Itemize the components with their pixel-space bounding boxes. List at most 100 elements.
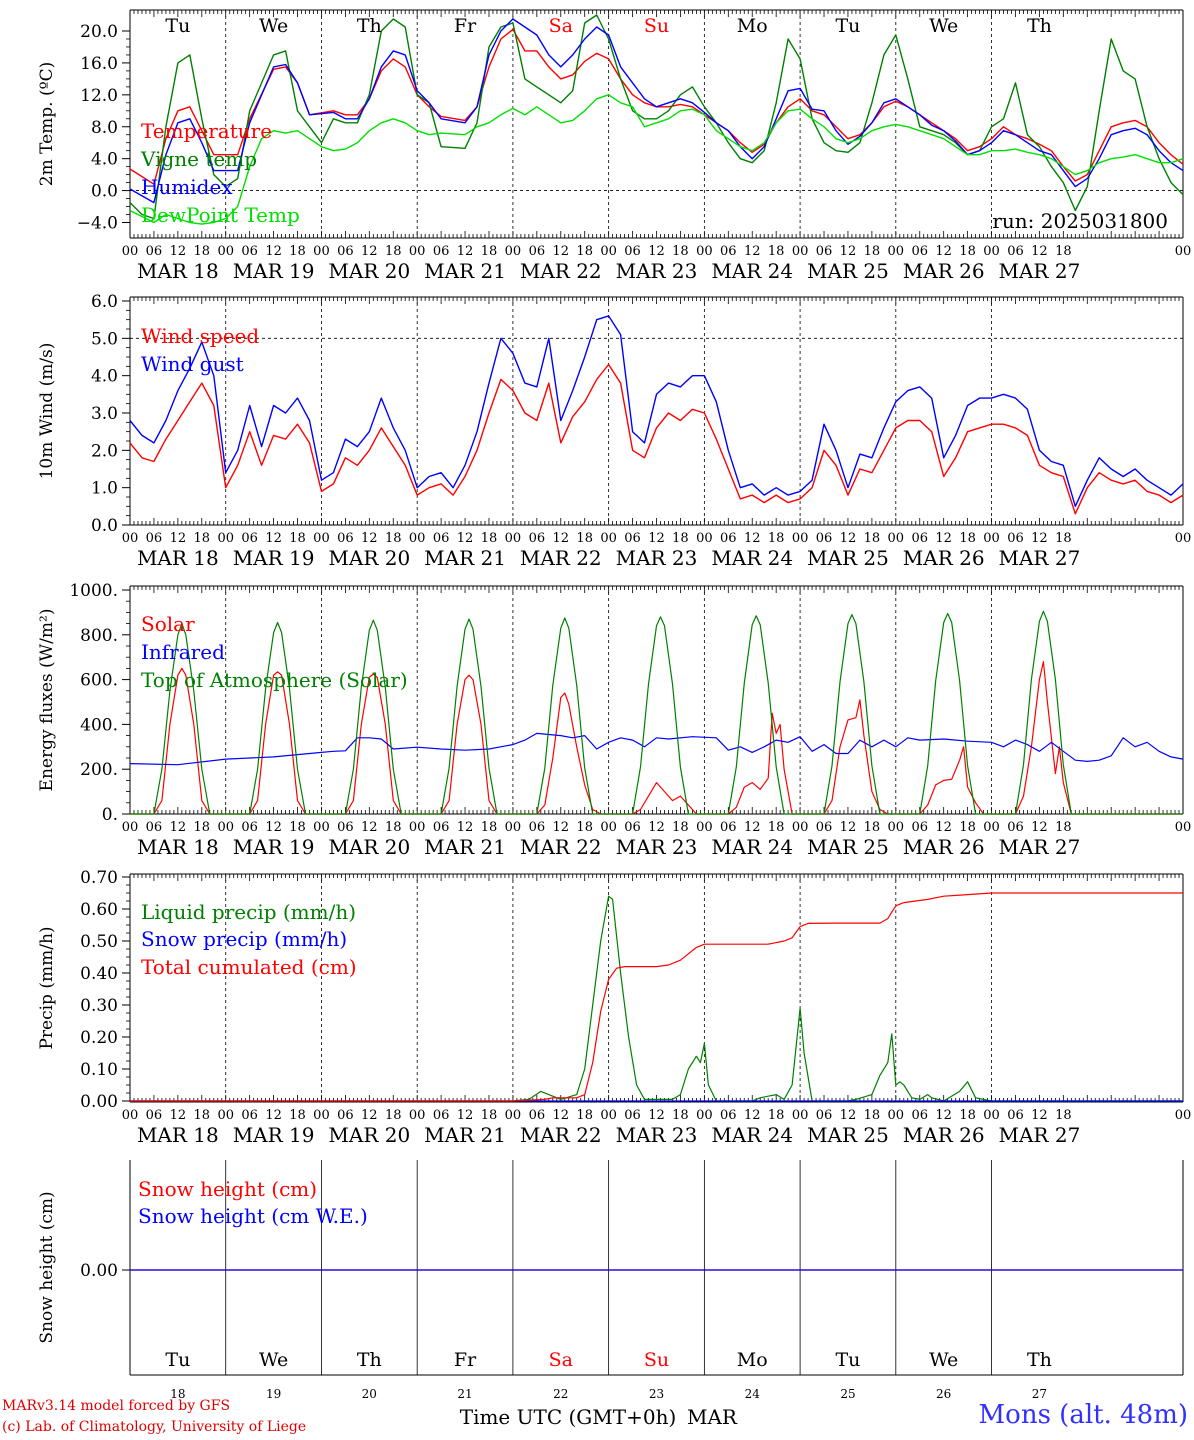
series-liquid-precip-mm-h- — [130, 895, 1183, 1102]
y-axis-label: 10m Wind (m/s) — [37, 343, 57, 480]
hour-label: 06 — [1007, 1108, 1024, 1123]
series-top-of-atmosphere-solar- — [130, 610, 1183, 815]
hour-label: 18 — [864, 531, 881, 546]
hour-label: 12 — [744, 531, 761, 546]
hour-label: 06 — [720, 820, 737, 835]
day-label: MAR 21 — [424, 835, 506, 859]
hour-label: 12 — [457, 820, 474, 835]
legend-entry: Total cumulated (cm) — [141, 955, 357, 979]
y-tick-label: 0.0 — [91, 182, 118, 202]
day-label: MAR 23 — [616, 259, 698, 283]
day-label: MAR 19 — [233, 1123, 315, 1147]
hour-label: 06 — [337, 820, 354, 835]
day-label: MAR 22 — [520, 835, 602, 859]
hour-label: 12 — [552, 1108, 569, 1123]
day-label: MAR 25 — [807, 1123, 889, 1147]
day-label: MAR 18 — [137, 259, 219, 283]
hour-label: 00 — [888, 531, 905, 546]
hour-label: 12 — [744, 244, 761, 259]
panel-3 — [122, 585, 1184, 815]
hour-label: 00 — [122, 820, 139, 835]
legend-entry: Temperature — [141, 119, 272, 143]
hour-label: 06 — [529, 820, 546, 835]
hour-label: 12 — [552, 531, 569, 546]
legend-entry: Infrared — [141, 640, 225, 664]
weekday-label: Su — [644, 15, 669, 37]
hour-label: 00 — [505, 820, 522, 835]
day-label: MAR 19 — [233, 546, 315, 570]
panel-5 — [122, 1160, 1184, 1376]
hour-label: 00 — [217, 531, 234, 546]
hour-label: 12 — [935, 244, 952, 259]
day-number: 21 — [457, 1387, 472, 1401]
hour-label: 00 — [600, 1108, 617, 1123]
day-label: MAR 23 — [616, 835, 698, 859]
hour-label: 18 — [672, 1108, 689, 1123]
hour-label: 06 — [146, 244, 163, 259]
day-label: MAR 21 — [424, 259, 506, 283]
y-tick-label: −4.0 — [77, 214, 118, 234]
hour-label: 18 — [864, 820, 881, 835]
day-label: MAR 24 — [711, 546, 793, 570]
day-label: MAR 25 — [807, 259, 889, 283]
y-tick-label: 4.0 — [91, 367, 118, 387]
hour-label: 12 — [744, 820, 761, 835]
hour-label: 18 — [576, 244, 593, 259]
day-number: 20 — [362, 1387, 377, 1401]
hour-label: 00 — [505, 531, 522, 546]
day-label: MAR 20 — [328, 835, 410, 859]
weekday-label: Fr — [454, 1349, 477, 1371]
day-label: MAR 18 — [137, 546, 219, 570]
weekday-label: Th — [1027, 1349, 1052, 1371]
hour-label: 06 — [529, 244, 546, 259]
hour-label: 18 — [194, 531, 211, 546]
y-tick-label: 5.0 — [91, 329, 118, 349]
hour-label: 18 — [481, 820, 498, 835]
panel-4 — [122, 873, 1184, 1103]
hour-label: 00 — [696, 1108, 713, 1123]
weekday-label: Mo — [737, 1349, 768, 1371]
hour-label: 18 — [1055, 1108, 1072, 1123]
y-tick-label: 16.0 — [80, 54, 118, 74]
hour-label: 00 — [505, 1108, 522, 1123]
hour-label: 18 — [672, 244, 689, 259]
hour-label: 06 — [241, 244, 258, 259]
hour-label: 12 — [361, 1108, 378, 1123]
hour-label: 06 — [816, 244, 833, 259]
legend-entry: Snow height (cm) — [138, 1177, 317, 1201]
day-label: MAR 27 — [999, 1123, 1081, 1147]
hour-label: 18 — [289, 1108, 306, 1123]
legend-entry: Wind gust — [141, 352, 244, 376]
hour-label: 18 — [576, 531, 593, 546]
hour-label: 00 — [983, 531, 1000, 546]
day-number: 24 — [745, 1387, 761, 1401]
hour-label: 00 — [1175, 820, 1192, 835]
hour-label: 18 — [864, 244, 881, 259]
hour-label: 06 — [1007, 531, 1024, 546]
y-tick-label: 4.0 — [91, 150, 118, 170]
hour-label: 00 — [1175, 244, 1192, 259]
hour-label: 18 — [481, 1108, 498, 1123]
weekday-label: Mo — [737, 15, 768, 37]
legend-entry: Snow precip (mm/h) — [141, 927, 347, 951]
y-tick-label: 1000. — [69, 581, 118, 601]
hour-label: 06 — [337, 531, 354, 546]
day-label: MAR 22 — [520, 546, 602, 570]
hour-label: 18 — [1055, 244, 1072, 259]
hour-label: 12 — [935, 531, 952, 546]
hour-label: 00 — [600, 531, 617, 546]
weekday-label: Fr — [454, 15, 477, 37]
day-number: 23 — [649, 1387, 664, 1401]
hour-label: 18 — [194, 244, 211, 259]
hour-label: 06 — [816, 1108, 833, 1123]
hour-label: 12 — [840, 531, 857, 546]
hour-label: 12 — [648, 531, 665, 546]
weekday-label: Tu — [835, 15, 860, 37]
hour-label: 00 — [1175, 1108, 1192, 1123]
legend-entry: Liquid precip (mm/h) — [141, 900, 356, 924]
hour-label: 00 — [792, 1108, 809, 1123]
hour-label: 00 — [983, 244, 1000, 259]
day-label: MAR 26 — [903, 259, 985, 283]
hour-label: 00 — [122, 531, 139, 546]
